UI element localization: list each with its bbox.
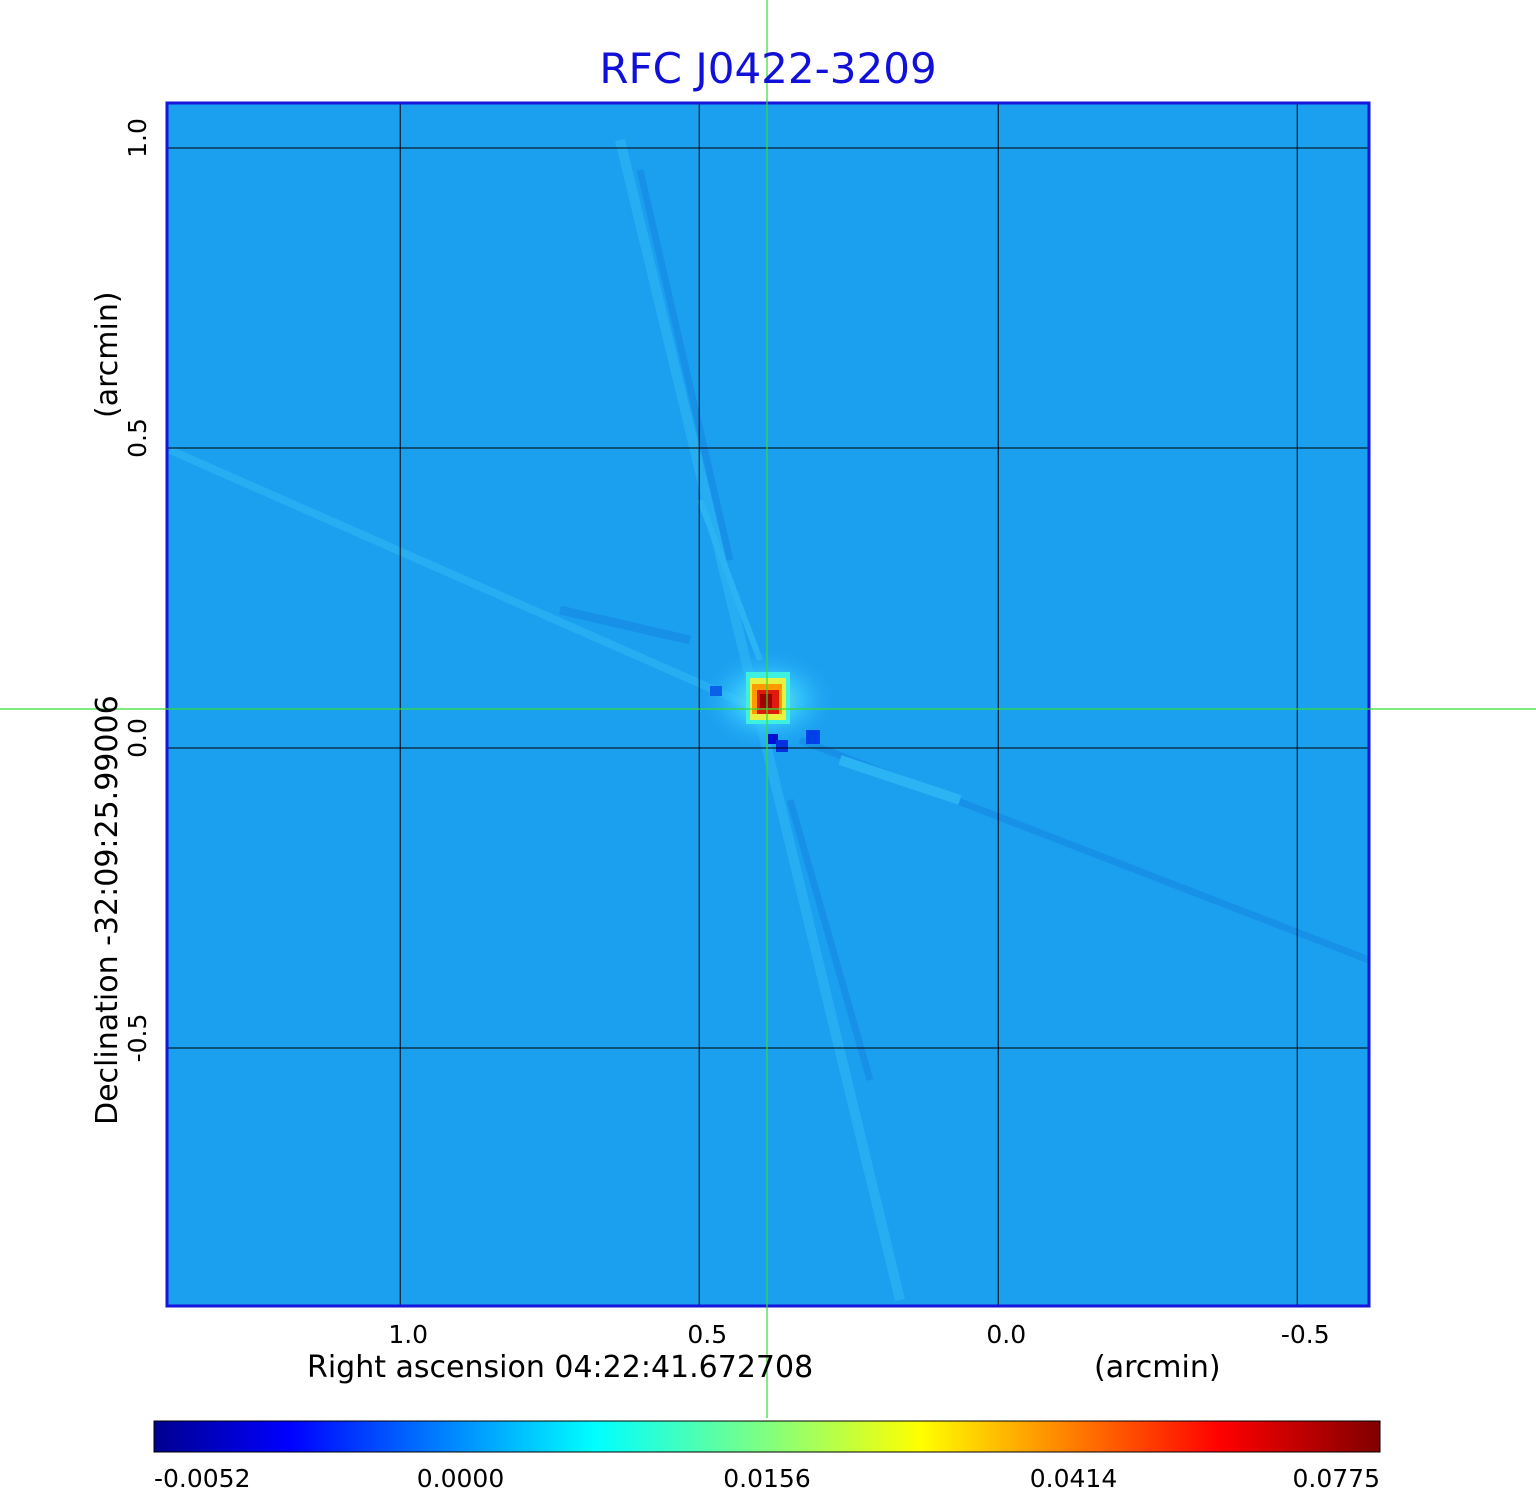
source-emission [698,648,838,752]
plot-frame [165,101,1371,1308]
x-axis-label: Right ascension 04:22:41.672708 [307,1350,813,1385]
y-tick-label: 1.0 [123,118,152,158]
y-axis-unit: (arcmin) [90,291,125,418]
sidelobe-streaks [168,138,1369,1302]
y-tick-label: -0.5 [123,1014,152,1063]
y-axis-label: Declination -32:09:25.99006 [90,695,125,1125]
x-axis-unit: (arcmin) [1094,1350,1221,1385]
colorbar-tick-label: 0.0156 [723,1464,810,1493]
colorbar [153,1420,1381,1453]
x-tick-label: 0.5 [687,1320,727,1349]
y-tick-label: 0.0 [123,718,152,758]
coordinate-grid [167,103,1369,1306]
y-tick-label: 0.5 [123,418,152,458]
colorbar-tick-label: 0.0775 [1293,1464,1380,1493]
x-tick-labels: 1.0 0.5 0.0 -0.5 [388,1320,1329,1349]
chart-title: RFC J0422-3209 [599,44,936,93]
colorbar-tick-labels: -0.0052 0.0000 0.0156 0.0414 0.0775 [154,1464,1380,1493]
x-tick-label: 0.0 [986,1320,1026,1349]
colorbar-tick-label: -0.0052 [154,1464,251,1493]
x-tick-label: -0.5 [1281,1320,1330,1349]
colorbar-tick-label: 0.0414 [1030,1464,1117,1493]
x-tick-label: 1.0 [388,1320,428,1349]
colorbar-tick-label: 0.0000 [417,1464,504,1493]
y-tick-labels: 1.0 0.5 0.0 -0.5 [123,118,152,1062]
